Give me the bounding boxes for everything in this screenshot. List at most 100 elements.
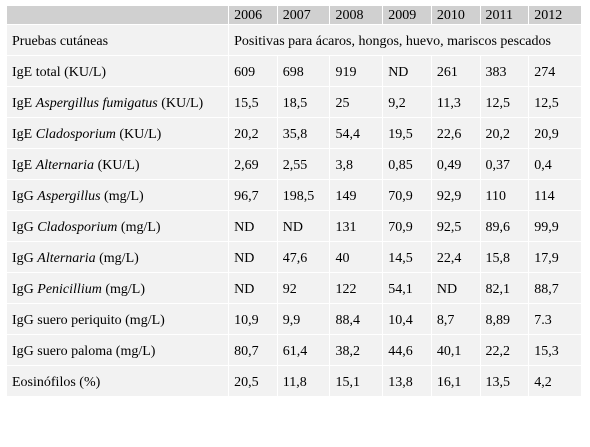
value-cell: 12,5 [479,86,530,118]
value-cell: 114 [528,179,582,211]
value-cell: 13,8 [382,365,432,397]
year-header-row: 2006 2007 2008 2009 2010 2011 2012 [5,5,582,25]
value-cell: 15,5 [228,86,278,118]
value-cell: 47,6 [276,241,331,273]
value-cell: 82,1 [479,272,530,304]
value-cell: 2,55 [276,148,331,180]
value-cell: 44,6 [382,334,432,366]
row-label-organism: Alternaria [35,158,95,173]
value-cell: 274 [528,55,582,87]
row-label-organism: Cladosporium [35,127,116,142]
year-header-cell: 2011 [479,5,530,25]
year-header-cell: 2010 [430,5,481,25]
row-label-prefix: IgE total (KU/L) [12,65,107,80]
value-cell: 20,5 [228,365,278,397]
value-cell: 20,2 [479,117,530,149]
value-cell: 80,7 [228,334,278,366]
row-label: IgG Aspergillus (mg/L) [5,179,230,211]
value-cell: ND [228,272,278,304]
value-cell: 88,4 [329,303,384,335]
lab-results-table: 2006 2007 2008 2009 2010 2011 2012 Prueb… [5,5,582,397]
row-label-prefix: IgG suero paloma (mg/L) [12,344,156,359]
value-cell: 261 [430,55,481,87]
table-row: IgG suero periquito (mg/L) 10,9 9,9 88,4 10,… [5,303,582,335]
value-cell: 131 [329,210,384,242]
value-cell: 198,5 [276,179,331,211]
table-row: Eosinófilos (%) 20,5 11,8 15,1 13,8 16,1 13,5 4… [5,365,582,397]
skin-tests-label: Pruebas cutáneas [5,24,230,56]
table-row: IgE Cladosporium (KU/L) 20,2 35,8 54,4 19,5 2… [5,117,582,149]
year-header-cell: 2006 [228,5,278,25]
header-corner-cell [5,5,230,25]
row-label-unit: (KU/L) [115,127,162,142]
value-cell: 2,69 [228,148,278,180]
value-cell: 15,3 [528,334,582,366]
value-cell: 7.3 [528,303,582,335]
row-label-prefix: IgG [12,282,38,297]
value-cell: 9,9 [276,303,331,335]
row-label-unit: (KU/L) [157,96,204,111]
value-cell: 8,7 [430,303,481,335]
skin-tests-row: Pruebas cutáneas Positivas para ácaros, … [5,24,582,56]
row-label-organism: Alternaria [37,251,96,266]
value-cell: 122 [329,272,384,304]
value-cell: 20,9 [528,117,582,149]
skin-tests-value: Positivas para ácaros, hongos, huevo, ma… [228,24,582,56]
year-header-cell: 2012 [528,5,582,25]
table-row: IgG Aspergillus (mg/L) 96,7 198,5 149 70,9 92… [5,179,582,211]
value-cell: 17,9 [528,241,582,273]
value-cell: 9,2 [382,86,432,118]
table-row: IgG Cladosporium (mg/L) ND ND 131 70,9 92,5 89… [5,210,582,242]
row-label: IgE Cladosporium (KU/L) [5,117,230,149]
year-header-cell: 2007 [276,5,331,25]
year-header-cell: 2008 [329,5,384,25]
row-label: IgE Aspergillus fumigatus (KU/L) [5,86,230,118]
value-cell: 609 [228,55,278,87]
value-cell: 16,1 [430,365,481,397]
value-cell: 20,2 [228,117,278,149]
value-cell: 22,6 [430,117,481,149]
value-cell: 4,2 [528,365,582,397]
value-cell: 35,8 [276,117,331,149]
value-cell: 40 [329,241,384,273]
row-label-organism: Cladosporium [37,220,118,235]
value-cell: 15,1 [329,365,384,397]
value-cell: ND [228,210,278,242]
row-label-prefix: IgG [12,251,38,266]
value-cell: 92,9 [430,179,481,211]
table-row: IgE total (KU/L) 609 698 919 ND 261 383 274 [5,55,582,87]
row-label-unit: (mg/L) [100,189,144,204]
value-cell: 61,4 [276,334,331,366]
row-label: IgG Alternaria (mg/L) [5,241,230,273]
row-label: IgG suero paloma (mg/L) [5,334,230,366]
value-cell: 70,9 [382,210,432,242]
row-label-organism: Aspergillus [37,189,101,204]
value-cell: 38,2 [329,334,384,366]
row-label: IgG Penicillium (mg/L) [5,272,230,304]
value-cell: 70,9 [382,179,432,211]
table-row: IgE Aspergillus fumigatus (KU/L) 15,5 18,5… [5,86,582,118]
value-cell: 14,5 [382,241,432,273]
row-label-prefix: IgE [12,127,36,142]
value-cell: 919 [329,55,384,87]
value-cell: 3,8 [329,148,384,180]
value-cell: 22,4 [430,241,481,273]
value-cell: 110 [479,179,530,211]
value-cell: 22,2 [479,334,530,366]
value-cell: 54,4 [329,117,384,149]
table-row: IgE Alternaria (KU/L) 2,69 2,55 3,8 0,85 0,49… [5,148,582,180]
value-cell: 11,8 [276,365,331,397]
value-cell: 0,85 [382,148,432,180]
value-cell: 0,4 [528,148,582,180]
row-label: IgE total (KU/L) [5,55,230,87]
row-label: IgG suero periquito (mg/L) [5,303,230,335]
value-cell: 18,5 [276,86,331,118]
value-cell: 8,89 [479,303,530,335]
row-label-unit: (mg/L) [117,220,161,235]
row-label-prefix: Eosinófilos (%) [12,375,101,390]
value-cell: 96,7 [228,179,278,211]
value-cell: 383 [479,55,530,87]
row-label-prefix: IgE [12,158,36,173]
row-label: IgE Alternaria (KU/L) [5,148,230,180]
table-row: IgG Penicillium (mg/L) ND 92 122 54,1 ND 82,1 8… [5,272,582,304]
